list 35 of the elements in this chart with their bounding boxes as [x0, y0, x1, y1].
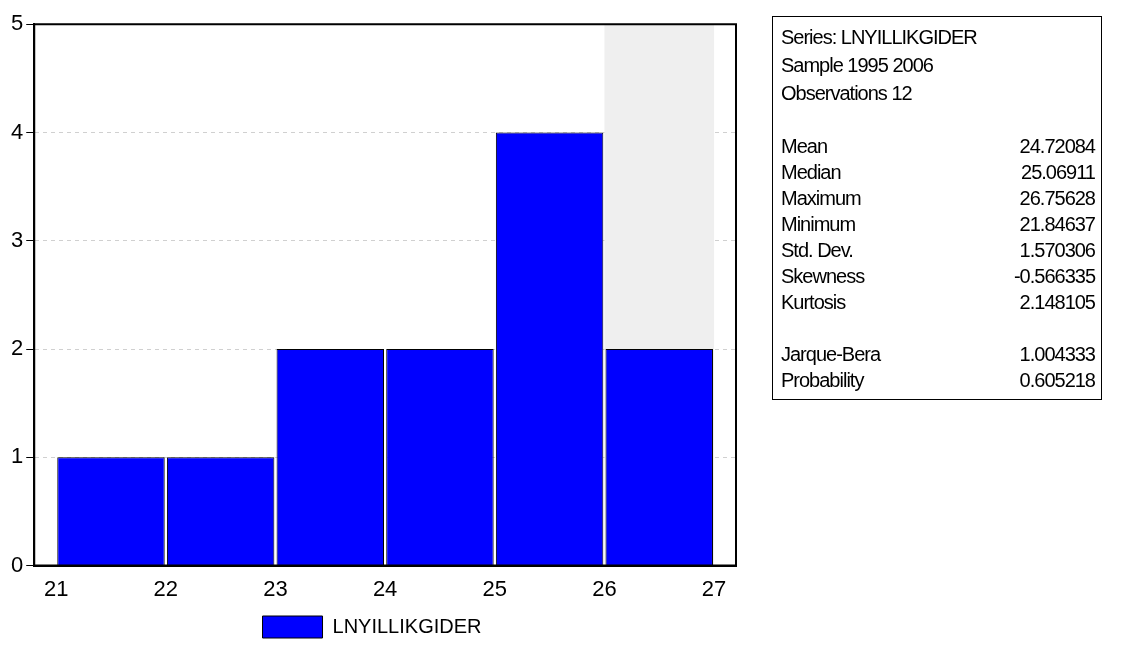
x-tick-label: 25: [482, 575, 508, 601]
text: 21.84637: [1019, 213, 1095, 235]
y-tick-label: 5: [10, 10, 24, 36]
x-tick-label: 21: [43, 575, 69, 601]
text: Sample 1995 2006: [781, 53, 934, 78]
y-tick-label: 2: [10, 335, 24, 361]
text: Observations 12: [781, 81, 913, 106]
text: 26.75628: [1019, 187, 1095, 209]
text: 0.605218: [1019, 369, 1095, 391]
category-label: Minimum: [781, 212, 856, 237]
category-label: Maximum: [781, 186, 861, 211]
y-tick-label: 0: [10, 551, 24, 577]
y-tick-label: 1: [10, 443, 24, 469]
text: 1.570306: [1019, 239, 1095, 261]
category-label: Jarque-Bera: [781, 342, 881, 367]
text: 24.72084: [1019, 135, 1095, 157]
category-label: Kurtosis: [781, 290, 846, 315]
text: 25.06911: [1021, 161, 1095, 183]
x-tick-label: 27: [701, 575, 727, 601]
x-tick-label: 23: [263, 575, 288, 601]
x-tick-label: 26: [592, 575, 617, 601]
category-label: Std. Dev.: [781, 238, 853, 263]
text: 2.148105: [1019, 291, 1095, 313]
y-tick-label: 3: [10, 226, 24, 252]
x-tick-label: 24: [372, 575, 398, 601]
category-label: Skewness: [781, 264, 865, 289]
text: 1.004333: [1019, 343, 1095, 365]
category-label: Probability: [781, 368, 864, 393]
y-tick-label: 4: [10, 118, 24, 144]
text: -0.566335: [1013, 265, 1095, 287]
text: Series: LNYILLIKGIDER: [781, 25, 978, 50]
category-label: Median: [781, 160, 841, 185]
legend-label: LNYILLIKGIDER: [332, 614, 482, 637]
category-label: Mean: [781, 134, 828, 159]
x-tick-label: 22: [153, 575, 179, 601]
